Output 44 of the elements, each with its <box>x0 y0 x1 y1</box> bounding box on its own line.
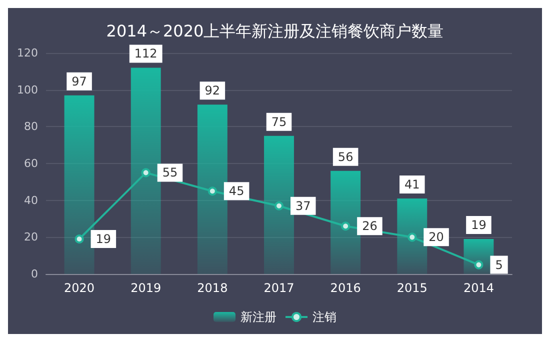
y-tick-label: 120 <box>17 46 38 60</box>
data-label: 112 <box>134 46 158 61</box>
y-tick-label: 60 <box>24 157 38 170</box>
data-label: 45 <box>228 184 244 198</box>
data-label: 5 <box>495 258 503 272</box>
data-label: 55 <box>162 166 178 180</box>
point <box>274 201 284 210</box>
point <box>208 186 217 196</box>
data-label: 75 <box>271 114 287 129</box>
x-tick-label: 2020 <box>64 281 95 295</box>
x-tick-label: 2019 <box>130 281 162 295</box>
data-label: 97 <box>72 74 87 88</box>
point <box>141 168 150 178</box>
data-label: 19 <box>471 218 486 232</box>
bar <box>197 104 228 274</box>
bar <box>130 68 161 274</box>
x-tick-label: 2016 <box>330 281 361 295</box>
legend-label: 新注册 <box>240 310 276 324</box>
x-tick-label: 2014 <box>463 281 494 295</box>
x-tick-label: 2017 <box>264 281 294 295</box>
point <box>74 234 84 244</box>
legend-label: 注销 <box>312 310 336 324</box>
data-label: 20 <box>428 230 444 244</box>
y-tick-label: 40 <box>24 194 38 207</box>
data-label: 92 <box>204 84 220 98</box>
data-label: 41 <box>404 177 420 192</box>
point <box>341 222 350 231</box>
data-label: 19 <box>96 232 112 246</box>
y-tick-label: 80 <box>24 120 38 134</box>
bar <box>330 170 361 274</box>
bar <box>64 95 94 274</box>
y-tick-label: 0 <box>31 268 38 280</box>
chart-title: 2014～2020上半年新注册及注销餐饮商户数量 <box>106 22 444 40</box>
point <box>408 232 417 242</box>
x-tick-label: 2018 <box>197 281 228 295</box>
bar <box>264 136 294 274</box>
y-tick-label: 100 <box>17 83 38 96</box>
data-label: 37 <box>296 198 311 213</box>
point <box>474 260 484 270</box>
data-label: 56 <box>338 150 354 164</box>
data-label: 26 <box>362 219 378 234</box>
x-tick-label: 2015 <box>396 281 428 295</box>
bar <box>397 198 428 274</box>
y-tick-label: 20 <box>24 230 38 244</box>
